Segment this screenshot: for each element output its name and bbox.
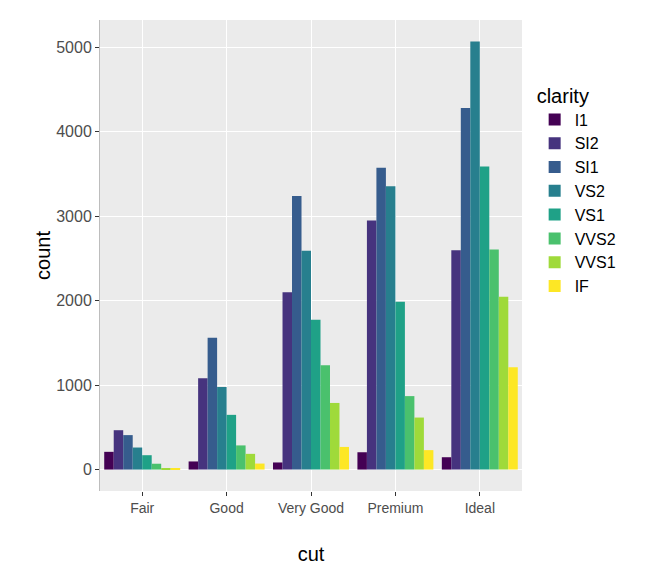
svg-text:I1: I1 [575,112,588,129]
svg-text:0: 0 [83,461,92,478]
svg-text:5000: 5000 [56,39,92,56]
svg-text:SI2: SI2 [575,135,599,152]
svg-text:count: count [32,231,54,280]
svg-text:3000: 3000 [56,208,92,225]
svg-text:Very Good: Very Good [278,500,344,516]
svg-text:Fair: Fair [130,500,154,516]
svg-text:clarity: clarity [537,85,589,107]
svg-text:VS1: VS1 [575,207,605,224]
svg-text:SI1: SI1 [575,159,599,176]
svg-text:2000: 2000 [56,292,92,309]
svg-text:cut: cut [298,543,325,565]
svg-text:VVS2: VVS2 [575,231,616,248]
svg-text:Premium: Premium [367,500,423,516]
svg-text:Ideal: Ideal [465,500,495,516]
svg-text:VVS1: VVS1 [575,254,616,271]
svg-text:4000: 4000 [56,123,92,140]
svg-text:Good: Good [209,500,243,516]
svg-text:1000: 1000 [56,377,92,394]
svg-text:IF: IF [575,278,589,295]
svg-text:VS2: VS2 [575,183,605,200]
